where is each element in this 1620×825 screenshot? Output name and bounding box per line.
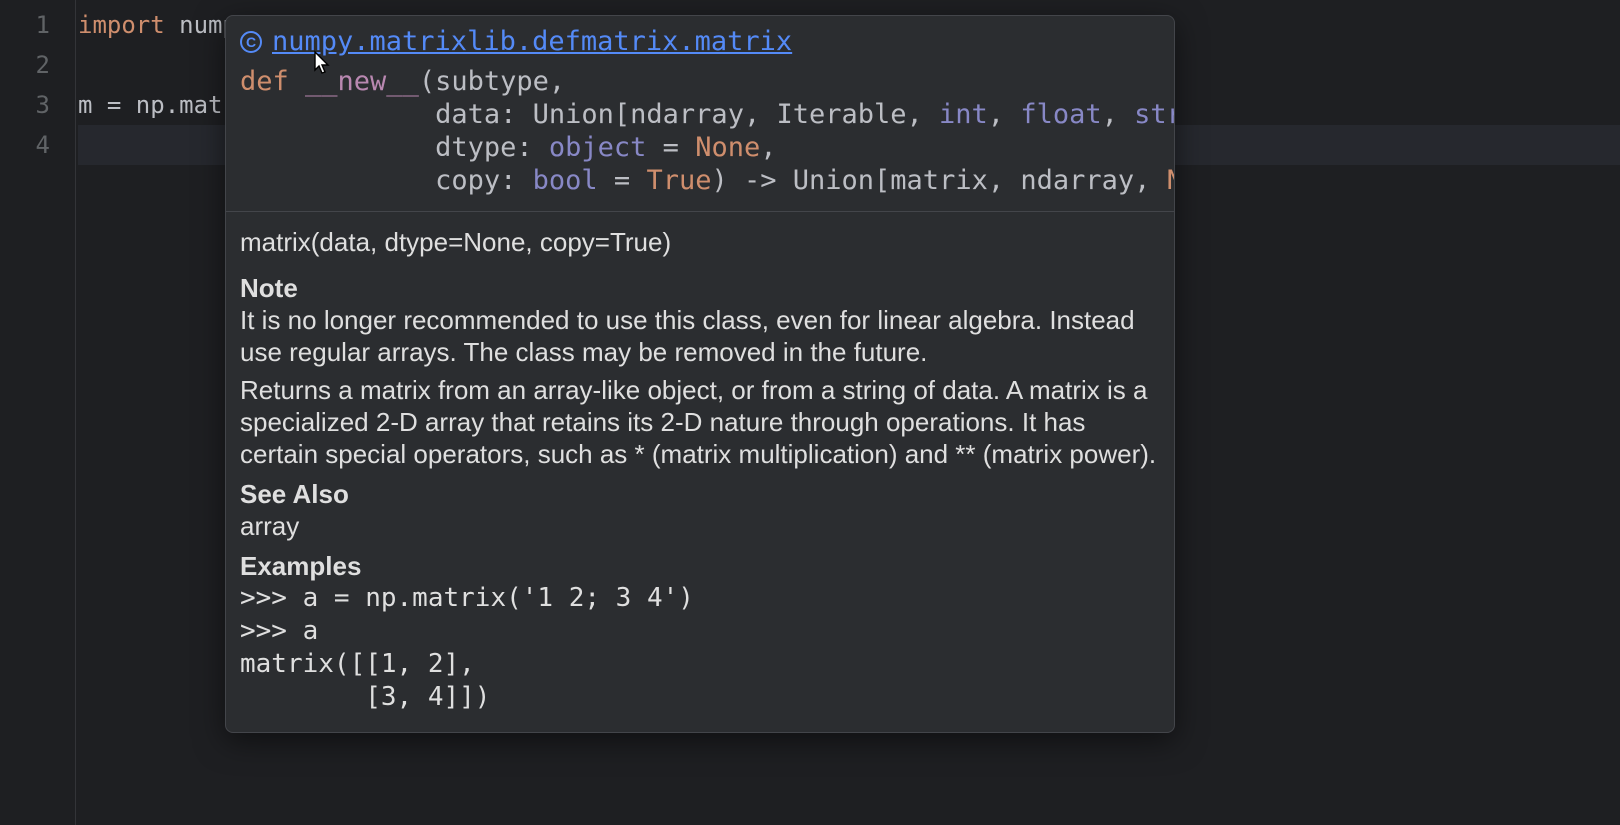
doc-note-heading: Note <box>240 272 1160 304</box>
keyword-import: import <box>78 11 165 39</box>
doc-example-line: >>> a <box>240 615 1160 648</box>
doc-seealso-heading: See Also <box>240 478 1160 510</box>
def-keyword: def <box>240 66 305 97</box>
module-link[interactable]: numpy.matrixlib.defmatrix.matrix <box>272 26 792 57</box>
doc-example-line: >>> a = np.matrix('1 2; 3 4') <box>240 582 1160 615</box>
line-gutter: 1 2 3 4 <box>0 0 75 825</box>
class-icon: C <box>240 31 262 53</box>
function-signature: def __new__(subtype, data: Union[ndarray… <box>226 61 1174 212</box>
tooltip-header: C numpy.matrixlib.defmatrix.matrix <box>226 16 1174 61</box>
doc-summary: matrix(data, dtype=None, copy=True) <box>240 226 1160 258</box>
documentation-tooltip: C numpy.matrixlib.defmatrix.matrix def _… <box>225 15 1175 733</box>
documentation-body: matrix(data, dtype=None, copy=True) Note… <box>226 212 1174 732</box>
class-icon-letter: C <box>246 34 256 50</box>
line-number: 2 <box>0 45 50 85</box>
doc-seealso-body: array <box>240 510 1160 542</box>
function-name: __new__ <box>305 66 419 97</box>
line-number: 4 <box>0 125 50 165</box>
doc-examples-heading: Examples <box>240 550 1160 582</box>
line-number: 1 <box>0 5 50 45</box>
doc-example-line: matrix([[1, 2], <box>240 648 1160 681</box>
line-number: 3 <box>0 85 50 125</box>
doc-description: Returns a matrix from an array-like obje… <box>240 374 1160 470</box>
doc-example-line: [3, 4]]) <box>240 681 1160 714</box>
code-text: m = np.mat <box>78 91 223 119</box>
doc-note-body: It is no longer recommended to use this … <box>240 304 1160 368</box>
